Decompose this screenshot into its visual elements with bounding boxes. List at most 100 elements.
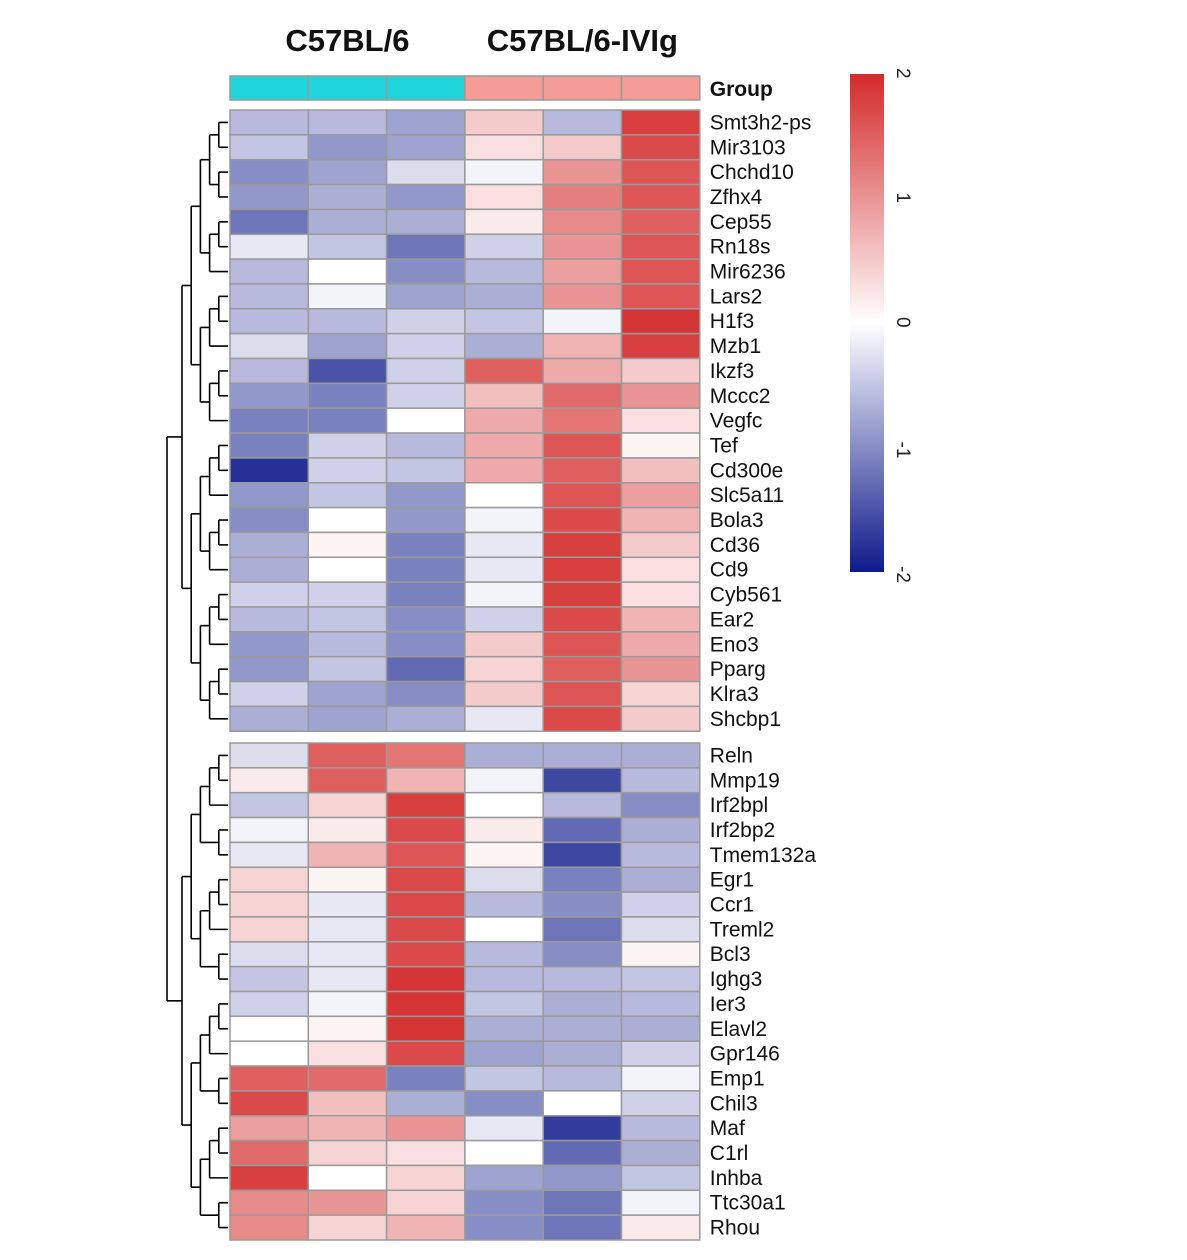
heatmap-cell (229, 457, 310, 484)
heatmap-cell (307, 606, 388, 633)
heatmap-cell (307, 1065, 388, 1092)
heatmap-cell (464, 382, 544, 409)
heatmap-cell (385, 990, 466, 1018)
heatmap-cell (229, 705, 310, 733)
heatmap-cell (229, 357, 310, 385)
heatmap-cell (464, 183, 544, 211)
heatmap-cell (620, 866, 701, 893)
heatmap-cell (385, 109, 466, 136)
heatmap-cell (307, 767, 388, 794)
heatmap-cell (307, 866, 388, 893)
heatmap-cell (464, 606, 544, 633)
heatmap-cell (307, 109, 388, 136)
row-label: Chchd10 (710, 161, 794, 184)
heatmap-cell (229, 891, 310, 918)
heatmap-cell (464, 767, 544, 794)
row-labels: Smt3h2-psMir3103Chchd10Zfhx4Cep55Rn18sMi… (710, 111, 817, 1239)
row-label: Cep55 (710, 211, 772, 234)
heatmap-cell (620, 332, 701, 360)
row-label: Gpr146 (710, 1043, 780, 1066)
heatmap-cell (464, 1139, 544, 1167)
heatmap-cell (620, 705, 701, 733)
row-label: Mccc2 (710, 385, 771, 408)
row-label: Ier3 (710, 993, 746, 1016)
heatmap-cell (385, 631, 466, 658)
row-label: Maf (710, 1117, 745, 1140)
heatmap-cell (542, 866, 623, 893)
row-label: Mir3103 (710, 136, 786, 159)
heatmap-cell (620, 1090, 701, 1117)
heatmap-cell (542, 332, 623, 360)
heatmap-cell (542, 158, 623, 186)
heatmap-cell (385, 1189, 466, 1216)
row-label: Eno3 (710, 633, 759, 656)
heatmap-cells (229, 109, 701, 1241)
heatmap-cell (307, 531, 388, 559)
heatmap-cell (620, 990, 701, 1018)
heatmap-cell (542, 816, 623, 844)
heatmap-cell (385, 742, 466, 769)
heatmap-cell (385, 655, 466, 683)
heatmap-cell (229, 606, 310, 633)
heatmap-cell (464, 109, 544, 136)
heatmap-cell (229, 208, 310, 235)
row-label: Rn18s (710, 236, 771, 259)
heatmap-cell (307, 506, 388, 534)
heatmap-cell (620, 432, 701, 459)
heatmap-cell (620, 965, 701, 993)
heatmap-cell (542, 208, 623, 235)
heatmap-cell (542, 308, 623, 335)
heatmap-cell (542, 233, 623, 260)
heatmap-cell (542, 109, 623, 136)
heatmap-cell (385, 965, 466, 993)
heatmap-cell (307, 742, 388, 769)
heatmap-cell (307, 1015, 388, 1042)
heatmap-cell (620, 1015, 701, 1042)
row-label: Zfhx4 (710, 186, 763, 209)
heatmap-cell (464, 1065, 544, 1092)
heatmap-cell (464, 791, 544, 819)
row-label: Tef (710, 434, 738, 457)
row-label: Pparg (710, 658, 766, 681)
heatmap-cell (620, 1115, 701, 1142)
heatmap-cell (542, 705, 623, 733)
heatmap-cell (542, 606, 623, 633)
column-group-titles: C57BL/6 C57BL/6-IVIg (285, 23, 678, 58)
heatmap-cell (464, 233, 544, 260)
heatmap-cell (307, 1164, 388, 1192)
row-label: Treml2 (710, 918, 775, 941)
heatmap-cell (229, 158, 310, 186)
scale-tick-label: 1 (892, 193, 913, 204)
heatmap-cell (385, 258, 466, 285)
heatmap-cell (307, 631, 388, 658)
row-label: Emp1 (710, 1067, 765, 1090)
heatmap-cell (229, 308, 310, 335)
heatmap-cell (542, 556, 623, 583)
heatmap-cell (620, 407, 701, 434)
heatmap-cell (620, 208, 701, 235)
scale-tick-label: -2 (892, 566, 913, 583)
heatmap-cell (542, 134, 623, 161)
row-label: Smt3h2-ps (710, 111, 812, 134)
heatmap-cell (229, 258, 310, 285)
heatmap-cell (307, 891, 388, 918)
heatmap-cell (385, 158, 466, 186)
heatmap-cell (229, 791, 310, 819)
heatmap-cell (229, 332, 310, 360)
heatmap-cell (385, 457, 466, 484)
heatmap-cell (620, 891, 701, 918)
row-label: Ikzf3 (710, 360, 754, 383)
heatmap-cell (229, 1015, 310, 1042)
row-label: Rhou (710, 1217, 760, 1240)
heatmap-cell (542, 891, 623, 918)
heatmap-cell (229, 655, 310, 683)
heatmap-cell (229, 506, 310, 534)
row-label: Bola3 (710, 509, 764, 532)
heatmap-cell (620, 531, 701, 559)
heatmap-cell (307, 1189, 388, 1216)
heatmap-cell (307, 407, 388, 434)
heatmap-cell (229, 941, 310, 968)
heatmap-cell (229, 134, 310, 161)
heatmap-cell (385, 134, 466, 161)
